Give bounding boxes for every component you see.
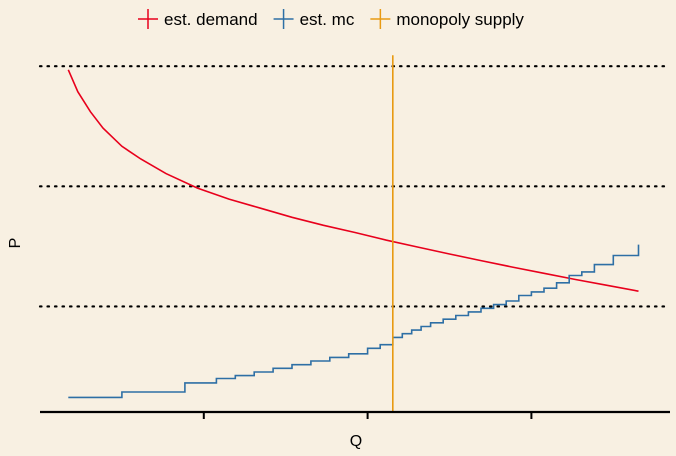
x-axis-label: Q	[350, 433, 362, 450]
y-axis-label: P	[7, 238, 24, 249]
x-axis	[40, 410, 670, 419]
legend-key-monopoly-supply	[370, 9, 391, 29]
legend: est. demand est. mc monopoly supply	[138, 9, 524, 29]
legend-label-monopoly-supply: monopoly supply	[396, 10, 524, 29]
legend-key-est-mc	[273, 9, 294, 29]
legend-label-est-mc: est. mc	[300, 10, 355, 29]
gridlines	[38, 65, 672, 308]
series-layer	[67, 55, 640, 412]
series-line-est-mc	[68, 244, 640, 399]
series-line-est-demand	[67, 69, 639, 292]
legend-key-est-demand	[138, 9, 158, 29]
legend-label-est-demand: est. demand	[164, 10, 258, 29]
